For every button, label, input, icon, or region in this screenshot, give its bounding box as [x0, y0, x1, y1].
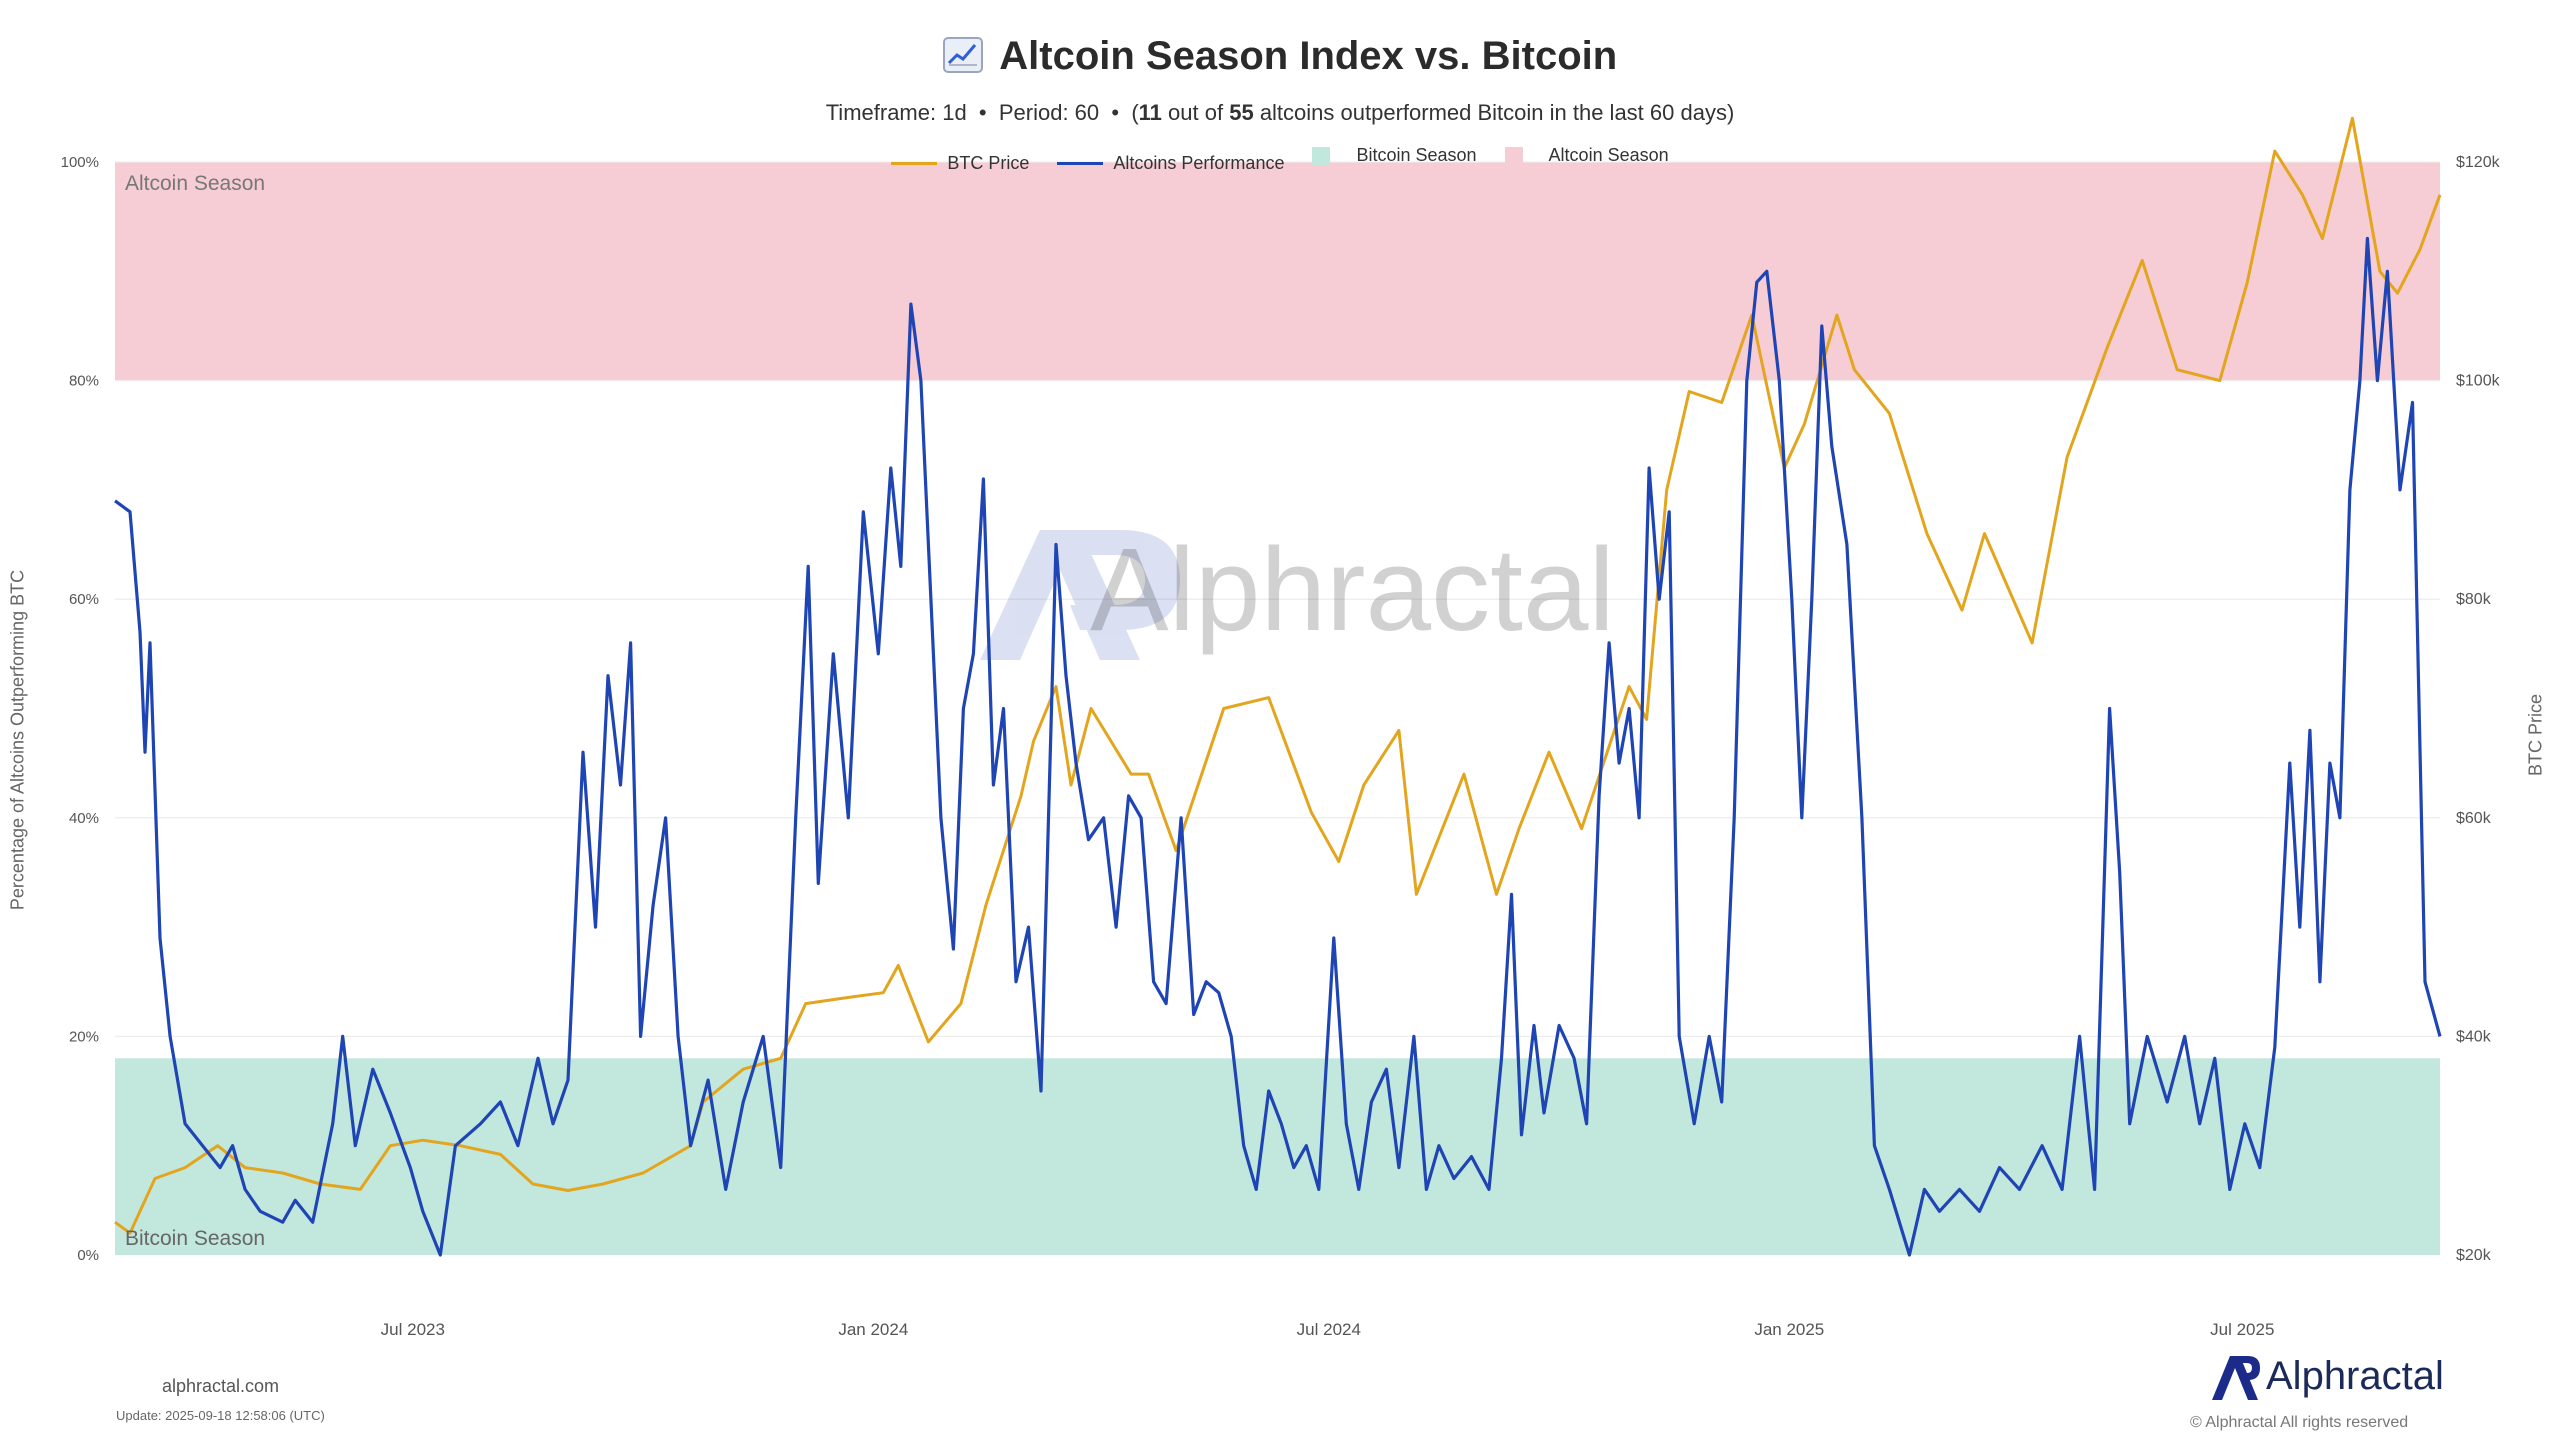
legend-label: Altcoin Season [1548, 145, 1669, 165]
title-text: Altcoin Season Index vs. Bitcoin [999, 34, 1618, 78]
subtitle-open: ( [1131, 100, 1139, 125]
subtitle-period: Period: 60 [998, 100, 1100, 125]
x-tick-label: Jul 2024 [1297, 1320, 1361, 1339]
brand: Alphractal [2208, 1348, 2444, 1404]
watermark: Alphractal [980, 524, 1615, 660]
chart-title: Altcoin Season Index vs. Bitcoin [0, 34, 2560, 79]
left-tick-label: 0% [77, 1247, 99, 1264]
legend-item[interactable]: BTC Price [891, 153, 1029, 174]
btc-price-line [114, 116, 2442, 1235]
subtitle-timeframe: Timeframe: 1d [825, 100, 967, 125]
brand-name: Alphractal [2266, 1353, 2444, 1398]
alphractal-logo-icon [2212, 1356, 2260, 1400]
left-tick-label: 20% [69, 1028, 99, 1045]
chart-subtitle: Timeframe: 1d • Period: 60 • (11 out of … [825, 100, 1735, 125]
legend-label: Altcoins Performance [1113, 152, 1285, 173]
right-tick-label: $100k [2456, 373, 2501, 390]
subtitle-total: 55 [1229, 100, 1254, 125]
right-axis-title: BTC Price [2525, 693, 2546, 777]
subtitle-rest: altcoins outperformed Bitcoin in the las… [1259, 100, 1735, 125]
x-tick-label: Jul 2023 [381, 1320, 445, 1339]
update-timestamp: Update: 2025-09-18 12:58:06 (UTC) [116, 1408, 325, 1423]
left-tick-label: 100% [61, 154, 99, 171]
subtitle-outperformed: 11 [1138, 100, 1162, 125]
altcoins-performance-line [114, 236, 2442, 1257]
legend-item[interactable]: Altcoins Performance [1057, 153, 1284, 174]
x-tick-label: Jan 2025 [1754, 1320, 1824, 1339]
chart-increasing-icon [942, 37, 983, 73]
site-url: alphractal.com [162, 1376, 280, 1396]
left-tick-label: 40% [69, 810, 99, 827]
altcoin-season-zone [115, 162, 2440, 381]
x-tick-label: Jul 2025 [2210, 1320, 2274, 1339]
right-tick-label: $80k [2456, 591, 2492, 608]
legend-swatch [891, 161, 938, 165]
legend-item[interactable]: Altcoin Season [1504, 145, 1669, 166]
copyright: © Alphractal All rights reserved [2190, 1414, 2409, 1431]
right-tick-label: $60k [2456, 810, 2492, 827]
altcoin-season-label: Altcoin Season [125, 172, 265, 195]
right-tick-label: $120k [2456, 154, 2501, 171]
x-tick-label: Jan 2024 [838, 1320, 908, 1339]
chart-legend: BTC Price Altcoins Performance Bitcoin Sea… [0, 145, 2560, 174]
left-tick-label: 60% [69, 591, 99, 608]
bitcoin-season-label: Bitcoin Season [125, 1227, 265, 1250]
legend-swatch [1504, 146, 1523, 165]
right-tick-label: $20k [2456, 1247, 2492, 1264]
subtitle-out-of: out of [1168, 100, 1224, 125]
legend-swatch [1312, 146, 1331, 165]
legend-label: BTC Price [947, 152, 1030, 173]
svg-text:Alphractal: Alphractal [1090, 524, 1615, 656]
left-tick-label: 80% [69, 373, 99, 390]
left-axis-title: Percentage of Altcoins Outperforming BTC [7, 569, 28, 911]
legend-item[interactable]: Bitcoin Season [1312, 145, 1477, 166]
right-tick-label: $40k [2456, 1028, 2492, 1045]
legend-label: Bitcoin Season [1356, 145, 1477, 165]
legend-swatch [1057, 161, 1104, 165]
